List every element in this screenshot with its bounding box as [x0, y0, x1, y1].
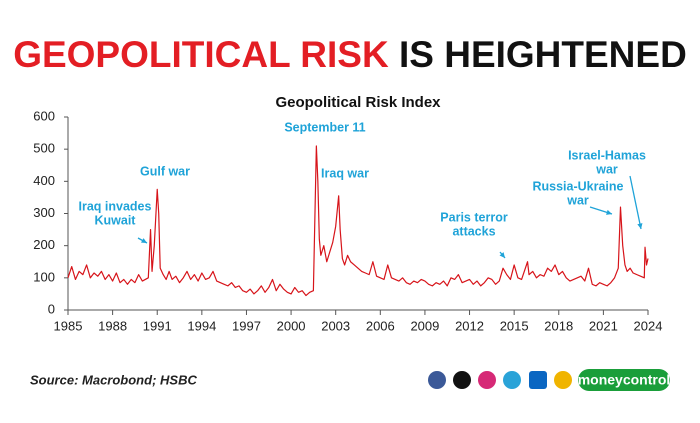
annotation: war [566, 193, 589, 207]
annotation: attacks [452, 224, 495, 238]
annotation: Israel-Hamas [568, 148, 646, 162]
x-tick-label: 1991 [143, 318, 172, 333]
annotation: war [595, 162, 618, 176]
x-tick-label: 1994 [187, 318, 216, 333]
x-tick-label: 2003 [321, 318, 350, 333]
icon [529, 371, 547, 389]
arrow-head [637, 223, 643, 229]
source: Source: Macrobond; HSBC [30, 372, 197, 387]
icon [503, 371, 521, 389]
x-tick-label: 2018 [544, 318, 573, 333]
y-tick-label: 300 [33, 205, 55, 220]
x-tick-label: 2024 [634, 318, 663, 333]
arrow-head [141, 238, 147, 243]
annotation: Gulf war [140, 164, 190, 178]
icon [478, 371, 496, 389]
brand-badge [578, 369, 670, 391]
arrow-head [499, 252, 505, 258]
y-tick-label: 100 [33, 269, 55, 284]
annotation: Paris terror [440, 210, 508, 224]
x-tick-label: 1985 [54, 318, 83, 333]
icon [554, 371, 572, 389]
x-tick-label: 2009 [410, 318, 439, 333]
series-line [67, 145, 649, 297]
x-tick-label: 2006 [366, 318, 395, 333]
x-tick-label: 2000 [277, 318, 306, 333]
icon [428, 371, 446, 389]
annotation-arrow [629, 175, 642, 230]
x-tick-label: 2021 [589, 318, 618, 333]
brand: moneycontrol [578, 372, 671, 388]
y-tick-label: 400 [33, 173, 55, 188]
y-tick-label: 500 [33, 141, 55, 156]
x-tick-label: 2012 [455, 318, 484, 333]
x-tick-label: 2015 [500, 318, 529, 333]
annotation: September 11 [284, 120, 365, 134]
x-tick-label: 1997 [232, 318, 261, 333]
annotation: Iraq invades [79, 199, 152, 213]
chart-subtitle: Geopolitical Risk Index [275, 94, 441, 111]
y-tick-label: 0 [48, 301, 55, 316]
y-tick-label: 200 [33, 237, 55, 252]
x-tick-label: 1988 [98, 318, 127, 333]
y-tick-label: 600 [33, 108, 55, 123]
title-highlight: GEOPOLITICAL RISK [13, 34, 389, 75]
social-icons [428, 369, 670, 391]
arrow-head [606, 209, 612, 215]
chart-title: GEOPOLITICAL RISK IS HEIGHTENED [13, 34, 687, 75]
title-rest: IS HEIGHTENED [399, 34, 687, 75]
annotation: Iraq war [321, 166, 369, 180]
annotation: Kuwait [95, 213, 137, 227]
annotation: Russia-Ukraine [532, 179, 623, 193]
icon [453, 371, 471, 389]
